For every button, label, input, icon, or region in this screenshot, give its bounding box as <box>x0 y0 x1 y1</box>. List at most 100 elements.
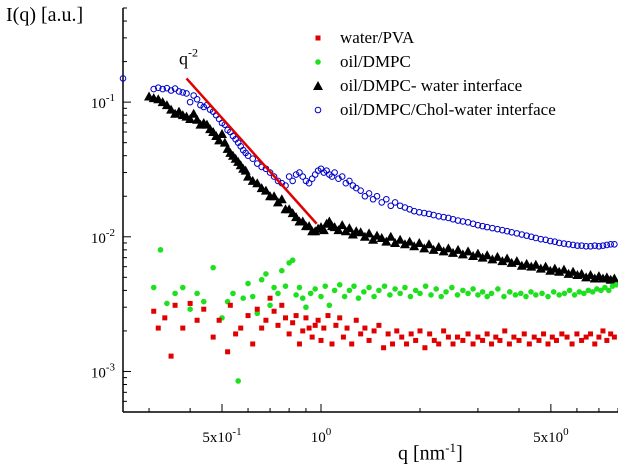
data-point <box>322 283 329 289</box>
data-point <box>321 325 327 331</box>
data-point <box>312 322 318 328</box>
data-point <box>383 195 390 203</box>
data-point <box>605 287 612 294</box>
data-point <box>258 276 265 283</box>
data-point <box>357 187 364 194</box>
data-point <box>611 240 618 248</box>
data-point <box>595 242 603 250</box>
data-point <box>436 341 442 347</box>
data-point <box>341 293 348 300</box>
data-point <box>373 192 381 200</box>
data-point <box>254 310 261 317</box>
data-point <box>427 331 433 337</box>
slope-annotation: q-2 <box>179 46 198 69</box>
data-point <box>305 179 313 187</box>
data-point <box>454 334 460 340</box>
data-point <box>318 225 329 235</box>
data-point <box>479 222 486 230</box>
data-point <box>299 295 306 301</box>
data-point <box>358 331 364 337</box>
data-point <box>161 100 172 110</box>
data-point <box>151 308 157 314</box>
data-point <box>308 175 316 183</box>
data-point <box>337 220 348 230</box>
data-point <box>371 293 377 300</box>
data-point <box>244 152 252 160</box>
data-point <box>365 190 373 197</box>
data-point <box>303 315 309 321</box>
data-point <box>309 334 315 340</box>
data-point <box>172 302 178 308</box>
data-point <box>312 286 318 292</box>
data-point <box>484 293 490 300</box>
data-point <box>493 334 499 340</box>
data-point <box>539 290 545 297</box>
data-point <box>392 286 398 292</box>
data-point <box>331 169 338 176</box>
data-point <box>180 284 186 291</box>
data-point <box>600 328 606 334</box>
data-point <box>497 337 503 343</box>
data-point <box>296 341 302 347</box>
data-point <box>399 239 410 249</box>
data-point <box>611 334 617 340</box>
data-point <box>413 337 419 343</box>
data-point <box>470 286 476 292</box>
data-point <box>561 290 568 297</box>
data-point <box>484 331 490 337</box>
data-point <box>492 251 503 261</box>
data-point <box>150 85 158 93</box>
data-point <box>296 284 303 291</box>
data-point <box>463 246 474 256</box>
data-point <box>579 337 585 343</box>
data-point <box>233 331 239 337</box>
data-point <box>588 331 594 337</box>
data-point <box>533 292 539 298</box>
data-point <box>583 334 589 340</box>
data-point <box>390 341 396 347</box>
data-point <box>609 273 618 283</box>
data-point <box>475 292 481 298</box>
data-point <box>501 293 507 300</box>
data-point <box>441 328 447 334</box>
data-point <box>245 313 251 319</box>
data-point <box>569 341 575 347</box>
data-point <box>488 290 495 297</box>
data-point <box>576 268 587 278</box>
data-point <box>428 292 434 298</box>
data-point <box>194 290 200 297</box>
data-point <box>495 286 501 292</box>
data-point <box>376 232 387 242</box>
data-point <box>497 256 508 266</box>
data-point <box>537 235 545 243</box>
data-point <box>267 302 273 309</box>
data-point <box>523 232 530 239</box>
data-point <box>249 155 257 163</box>
data-point <box>502 253 513 263</box>
data-point <box>502 328 508 334</box>
data-point <box>404 341 410 347</box>
data-point <box>585 287 592 294</box>
data-point <box>364 228 375 238</box>
data-point <box>511 334 517 340</box>
data-point <box>607 240 614 248</box>
y-tick-label: 10-1 <box>91 92 115 112</box>
data-point <box>230 290 236 297</box>
data-point <box>556 292 562 298</box>
legend-marker <box>314 106 322 114</box>
data-point <box>346 177 353 185</box>
data-point <box>399 334 405 340</box>
data-point <box>187 300 193 306</box>
data-point <box>559 331 565 337</box>
data-point <box>506 289 513 295</box>
data-point <box>150 284 157 291</box>
data-point <box>303 304 309 311</box>
data-point <box>271 284 277 291</box>
data-point <box>366 337 372 343</box>
data-point <box>564 334 570 340</box>
legend-marker <box>315 35 321 41</box>
data-point <box>402 284 408 291</box>
data-point <box>333 225 344 235</box>
data-point <box>581 272 592 282</box>
